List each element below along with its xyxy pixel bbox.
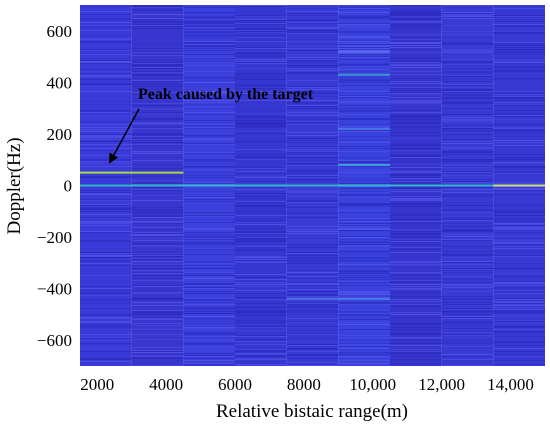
y-tick-label: −600	[37, 331, 72, 350]
peak-line	[338, 163, 390, 166]
peak-line	[493, 184, 545, 187]
y-tick-label: 600	[47, 22, 73, 41]
y-tick-label: −200	[37, 228, 72, 247]
y-tick-label: −400	[37, 280, 72, 299]
x-axis-label: Relative bistaic range(m)	[216, 401, 408, 422]
annotation-label: Peak caused by the target	[138, 86, 314, 103]
peak-line	[338, 297, 390, 300]
peak-line	[338, 127, 390, 130]
y-axis: −600 −400 −200 0 200 400 600	[37, 22, 72, 350]
peak-line	[286, 297, 339, 300]
y-tick-label: 400	[47, 73, 73, 92]
x-tick-label: 4000	[149, 375, 183, 394]
peak-line	[80, 171, 184, 174]
y-tick-label: 0	[64, 177, 73, 196]
annotation-arrow	[109, 108, 140, 164]
peak-line	[338, 73, 390, 76]
x-tick-label: 10,000	[349, 375, 396, 394]
x-tick-label: 6000	[218, 375, 252, 394]
x-axis: 2000 4000 6000 8000 10,000 12,000 14,000	[80, 375, 534, 394]
y-axis-label: Doppler(Hz)	[4, 137, 25, 234]
range-segment	[183, 5, 235, 366]
peak-line	[338, 50, 390, 53]
peak-line	[80, 184, 545, 187]
y-tick-label: 200	[47, 125, 73, 144]
x-tick-label: 12,000	[418, 375, 465, 394]
x-tick-label: 8000	[287, 375, 321, 394]
range-segment	[286, 5, 339, 366]
x-tick-label: 2000	[80, 375, 114, 394]
x-tick-label: 14,000	[487, 375, 534, 394]
plot-area	[80, 5, 545, 366]
